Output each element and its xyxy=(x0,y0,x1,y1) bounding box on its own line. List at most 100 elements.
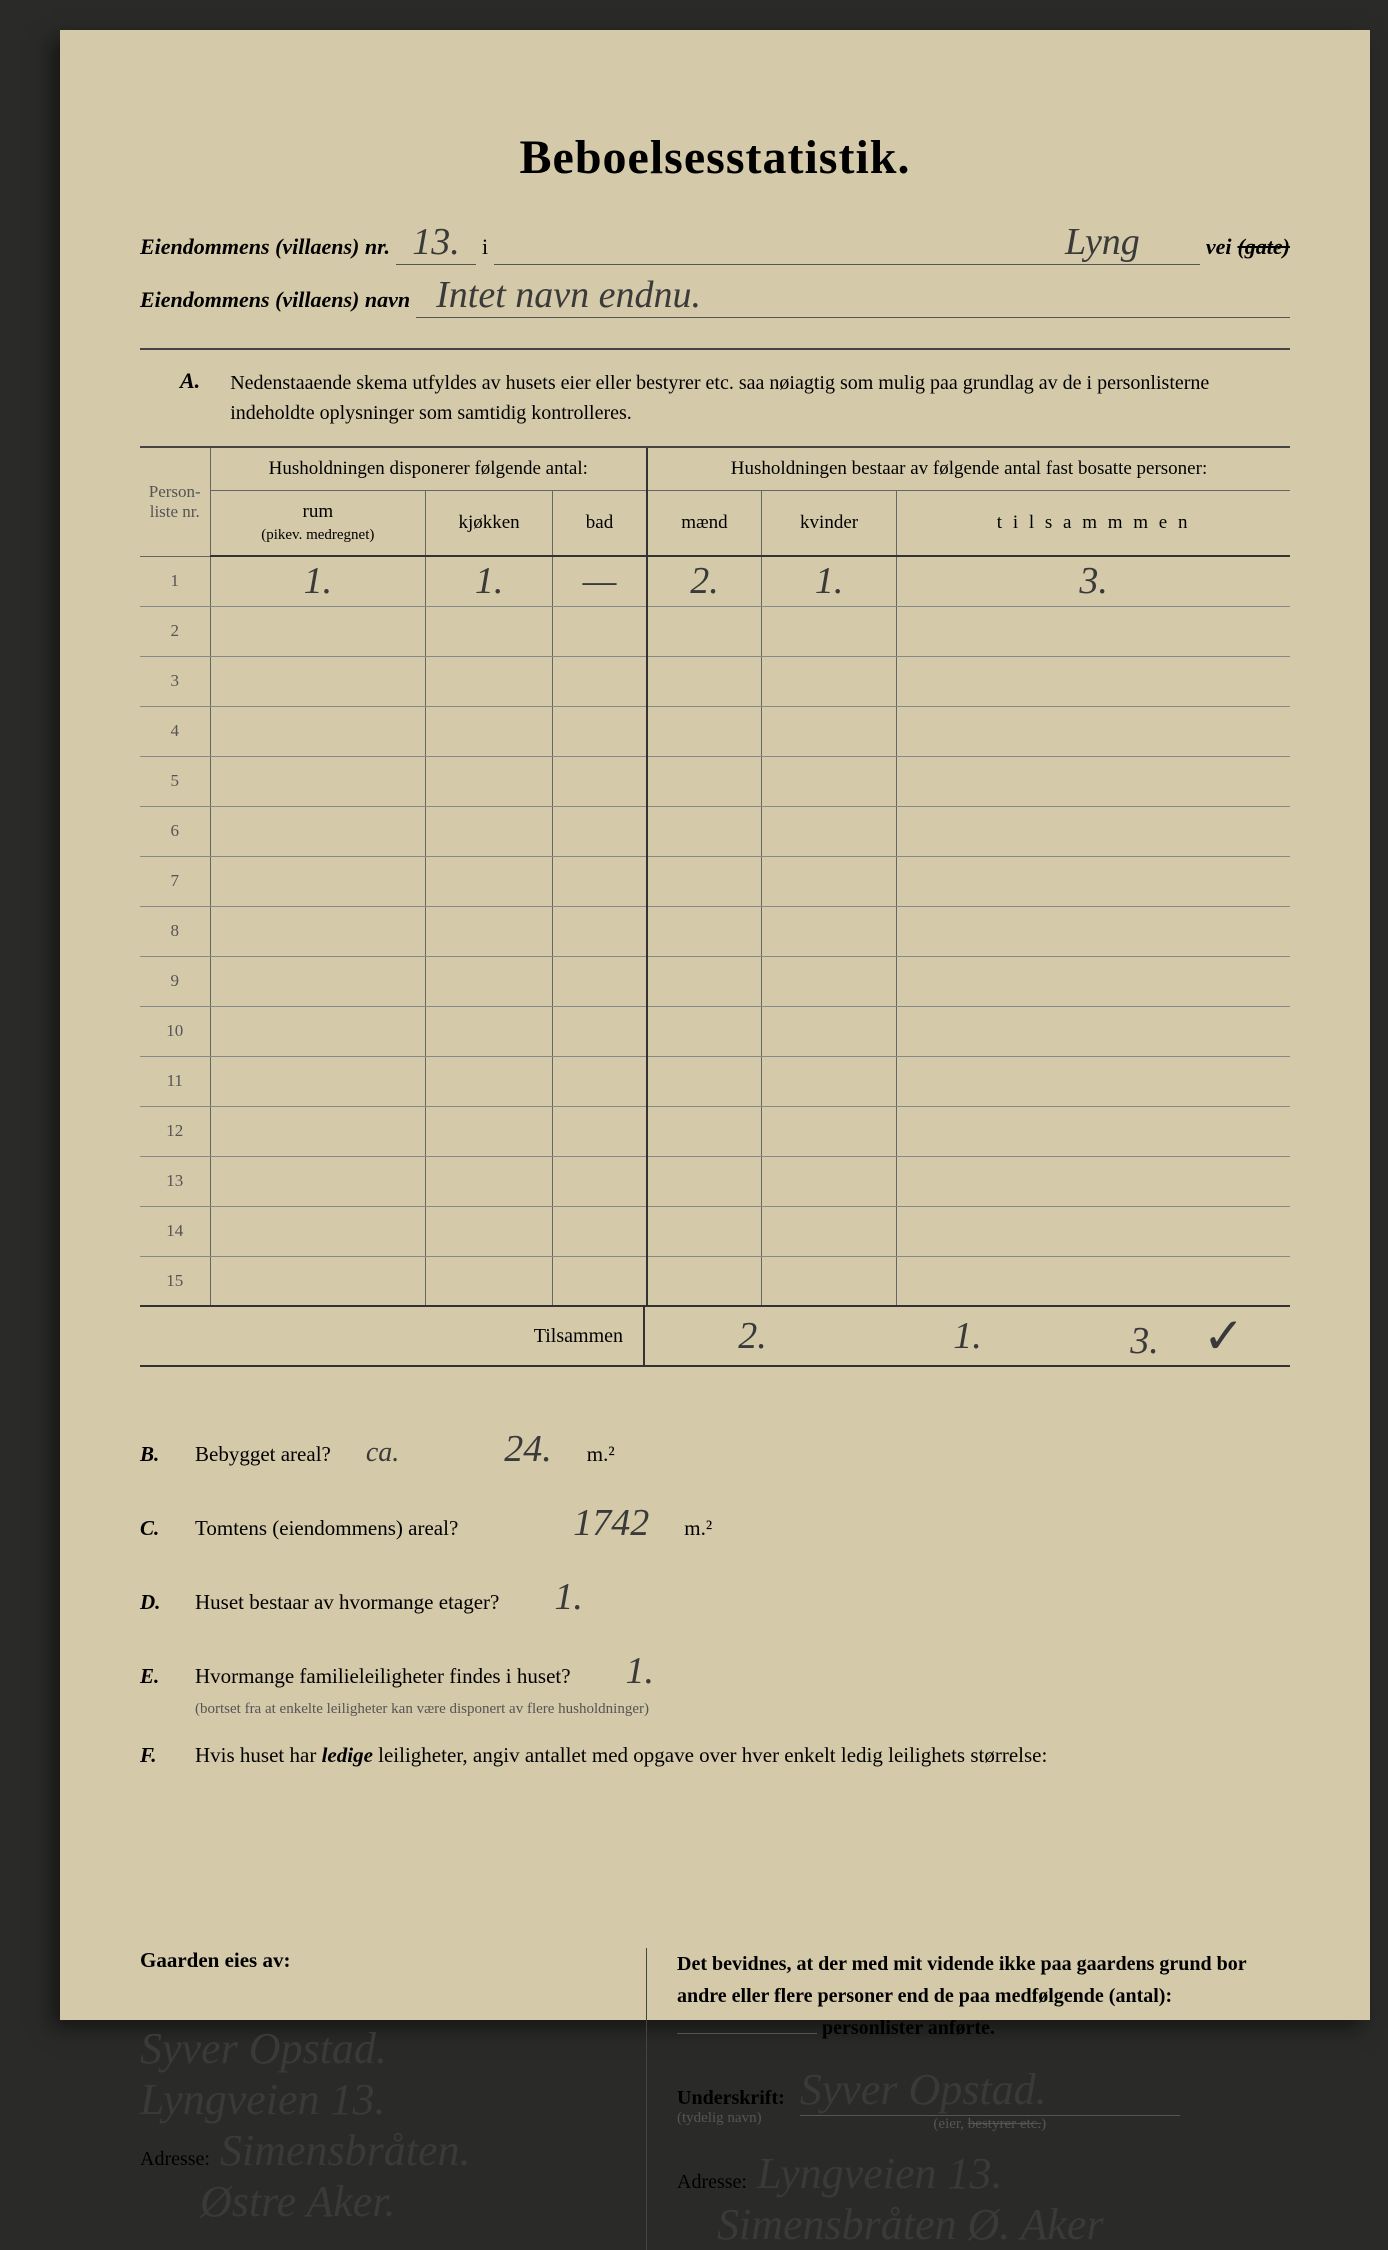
table-row: 1 1. 1. — 2. 1. 3. xyxy=(140,556,1290,606)
antal-blank xyxy=(677,2033,817,2034)
q-letter: F. xyxy=(140,1743,170,1768)
section-a: A. Nedenstaaende skema utfyldes av huset… xyxy=(140,348,1290,448)
row-num: 10 xyxy=(140,1006,210,1056)
question-e-sub: (bortset fra at enkelte leiligheter kan … xyxy=(140,1701,1290,1718)
total-tilsammen-val: 3. xyxy=(1120,1319,1169,1363)
q-letter: C. xyxy=(140,1516,170,1541)
question-d: D. Huset bestaar av hvormange etager? 1. xyxy=(140,1575,1290,1619)
document-paper: Beboelsesstatistik. Eiendommens (villaen… xyxy=(60,30,1370,2020)
attest-bold: Det bevidnes, at der med mit vidende ikk… xyxy=(677,1953,1246,2007)
q-e-value: 1. xyxy=(616,1649,665,1693)
val-kjokken: 1. xyxy=(465,559,514,603)
property-name-value: Intet navn endnu. xyxy=(416,273,1290,318)
col-kvinder: kvinder xyxy=(761,491,896,557)
question-c: C. Tomtens (eiendommens) areal? 1742 m.² xyxy=(140,1501,1290,1545)
table-row: 6 xyxy=(140,806,1290,856)
bottom-left: Gaarden eies av: Syver Opstad. Lyngveien… xyxy=(140,1948,646,2250)
q-b-prefix: ca. xyxy=(356,1437,409,1469)
question-b: B. Bebygget areal? ca. 24. m.² xyxy=(140,1427,1290,1471)
totals-row: Tilsammen 2. 1. 3. ✓ xyxy=(140,1307,1290,1367)
row-num: 9 xyxy=(140,956,210,1006)
table-body: 1 1. 1. — 2. 1. 3. 2 3 4 5 6 7 8 9 10 11… xyxy=(140,556,1290,1306)
table-row: 15 xyxy=(140,1256,1290,1306)
cell-bad: — xyxy=(553,556,648,606)
q-text: Tomtens (eiendommens) areal? xyxy=(195,1516,458,1541)
total-kvinder-val: 1. xyxy=(943,1314,992,1358)
row-num: 8 xyxy=(140,906,210,956)
row-num: 12 xyxy=(140,1106,210,1156)
table-row: 12 xyxy=(140,1106,1290,1156)
row-num: 15 xyxy=(140,1256,210,1306)
bottom-section: Gaarden eies av: Syver Opstad. Lyngveien… xyxy=(140,1948,1290,2250)
table-row: 10 xyxy=(140,1006,1290,1056)
adresse-label-2: Adresse: xyxy=(677,2171,747,2194)
owner-heading: Gaarden eies av: xyxy=(140,1948,626,1973)
col-bestaar-text: Husholdningen bestaar av følgende antal … xyxy=(731,458,1207,479)
sig-addr2: Simensbråten Ø. Aker xyxy=(717,2199,1290,2250)
q-text: Huset bestaar av hvormange etager? xyxy=(195,1590,499,1615)
table-row: 7 xyxy=(140,856,1290,906)
row-num: 6 xyxy=(140,806,210,856)
total-maend-val: 2. xyxy=(728,1314,777,1358)
owner-addr3: Østre Aker. xyxy=(200,2176,626,2227)
col-husholdning-disp: Husholdningen disponerer følgende antal: xyxy=(210,448,647,491)
col-rum-text: rum xyxy=(303,501,334,522)
q-b-value: 24. xyxy=(494,1427,562,1471)
col-kjokken: kjøkken xyxy=(426,491,553,557)
table-row: 3 xyxy=(140,656,1290,706)
signature: Syver Opstad. xyxy=(800,2064,1180,2116)
gate-struck: (gate) xyxy=(1237,234,1290,260)
table-row: 14 xyxy=(140,1206,1290,1256)
section-a-letter: A. xyxy=(180,368,200,428)
q-f-text: Hvis huset har ledige leiligheter, angiv… xyxy=(195,1743,1290,1768)
question-e: E. Hvormange familieleiligheter findes i… xyxy=(140,1649,1290,1693)
table-row: 9 xyxy=(140,956,1290,1006)
document-title: Beboelsesstatistik. xyxy=(140,130,1290,185)
table-row: 5 xyxy=(140,756,1290,806)
row-num: 1 xyxy=(140,556,210,606)
row-num: 13 xyxy=(140,1156,210,1206)
row-num: 7 xyxy=(140,856,210,906)
sig-addr1: Lyngveien 13. xyxy=(757,2148,1003,2199)
questions-section: B. Bebygget areal? ca. 24. m.² C. Tomten… xyxy=(140,1427,1290,1768)
row-num: 14 xyxy=(140,1206,210,1256)
q-c-value: 1742 xyxy=(563,1501,659,1545)
header-line-1: Eiendommens (villaens) nr. 13. i Lyng ve… xyxy=(140,220,1290,265)
table-row: 2 xyxy=(140,606,1290,656)
row-num: 5 xyxy=(140,756,210,806)
val-rum: 1. xyxy=(294,559,343,603)
vei-label: vei xyxy=(1206,234,1232,260)
val-maend: 2. xyxy=(680,559,729,603)
owner-addr1: Lyngveien 13. xyxy=(140,2074,626,2125)
q-text: Bebygget areal? xyxy=(195,1442,331,1467)
owner-name: Syver Opstad. xyxy=(140,2023,626,2074)
q-letter: E. xyxy=(140,1664,170,1689)
property-nr-label: Eiendommens (villaens) nr. xyxy=(140,234,390,260)
table-row: 4 xyxy=(140,706,1290,756)
question-f: F. Hvis huset har ledige leiligheter, an… xyxy=(140,1743,1290,1768)
cell-kjokken: 1. xyxy=(426,556,553,606)
q-b-unit: m.² xyxy=(587,1442,615,1467)
q-text: Hvormange familieleiligheter findes i hu… xyxy=(195,1664,571,1689)
adresse-label: Adresse: xyxy=(140,2148,210,2171)
total-maend: 2. xyxy=(645,1314,860,1358)
underskrift-label: Underskrift: xyxy=(677,2087,785,2110)
col-rum: rum (pikev. medregnet) xyxy=(210,491,426,557)
main-table: Person-liste nr. Husholdningen disponere… xyxy=(140,448,1290,1307)
section-a-text: Nedenstaaende skema utfyldes av husets e… xyxy=(230,368,1290,428)
col-husholdning-bestaar: Husholdningen bestaar av følgende antal … xyxy=(647,448,1290,491)
checkmark-icon: ✓ xyxy=(1203,1308,1245,1364)
q-letter: D. xyxy=(140,1590,170,1615)
cell-maend: 2. xyxy=(647,556,761,606)
col-personliste: Person-liste nr. xyxy=(140,448,210,556)
total-kvinder: 1. xyxy=(860,1314,1075,1358)
table-row: 8 xyxy=(140,906,1290,956)
q-letter: B. xyxy=(140,1442,170,1467)
val-tilsammen: 3. xyxy=(1069,559,1118,603)
row-num: 3 xyxy=(140,656,210,706)
total-tilsammen: 3. ✓ xyxy=(1075,1307,1290,1365)
val-bad: — xyxy=(573,559,627,603)
row-num: 2 xyxy=(140,606,210,656)
q-d-value: 1. xyxy=(544,1575,593,1619)
eier-label: (eier, bestyrer etc.) xyxy=(800,2116,1180,2133)
